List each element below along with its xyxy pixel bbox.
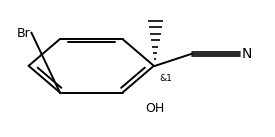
Text: N: N bbox=[242, 47, 252, 61]
Text: &1: &1 bbox=[159, 74, 172, 83]
Text: Br: Br bbox=[16, 27, 30, 40]
Text: OH: OH bbox=[145, 102, 165, 115]
